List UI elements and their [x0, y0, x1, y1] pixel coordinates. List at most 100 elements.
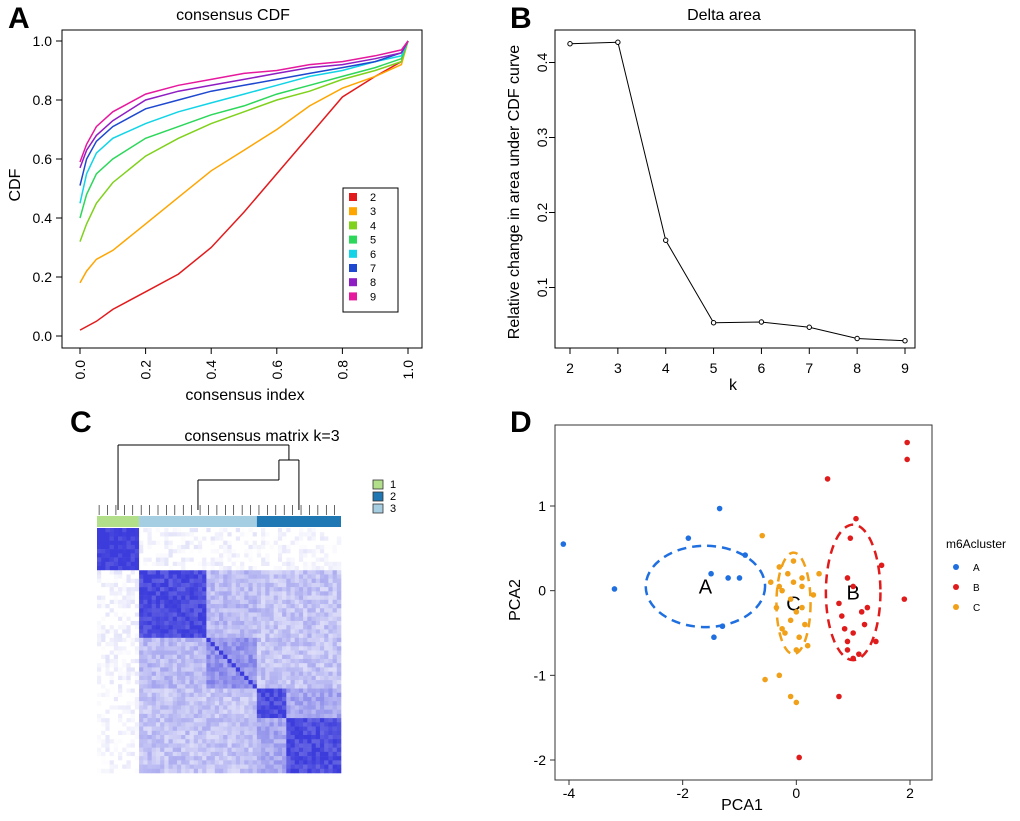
- chart-c-heatmap-cell: [130, 696, 136, 702]
- chart-c-heatmap-cell: [113, 566, 119, 571]
- chart-c-heatmap-cell: [206, 680, 211, 685]
- chart-c-heatmap-cell: [172, 544, 178, 550]
- panel-letter-d: D: [510, 406, 532, 439]
- chart-c-heatmap-cell: [206, 633, 211, 639]
- chart-c-heatmap-cell: [118, 557, 123, 563]
- chart-c-heatmap-cell: [286, 688, 291, 694]
- chart-c-heatmap-cell: [286, 680, 291, 685]
- chart-c-heatmap-cell: [151, 528, 157, 533]
- chart-c-heatmap-cell: [155, 540, 161, 546]
- chart-c-heatmap-cell: [261, 756, 266, 761]
- chart-c-heatmap-cell: [219, 701, 224, 706]
- chart-c-heatmap-cell: [252, 722, 258, 727]
- chart-c-heatmap-cell: [122, 751, 127, 757]
- chart-c-heatmap-cell: [248, 718, 253, 723]
- chart-c-heatmap-cell: [172, 595, 178, 601]
- chart-c-heatmap-cell: [219, 747, 224, 753]
- chart-c-heatmap-cell: [172, 760, 178, 765]
- chart-c-heatmap-cell: [126, 625, 131, 630]
- chart-c-heatmap-cell: [252, 688, 258, 694]
- chart-c-heatmap-cell: [151, 654, 157, 660]
- chart-c-heatmap-cell: [151, 612, 157, 617]
- chart-c-heatmap-cell: [210, 620, 216, 626]
- chart-c-heatmap-cell: [235, 709, 241, 715]
- chart-c-heatmap-cell: [105, 625, 110, 630]
- chart-c-heatmap-cell: [336, 751, 342, 757]
- chart-c-heatmap-cell: [113, 591, 119, 596]
- chart-c-heatmap-cell: [223, 578, 228, 584]
- chart-c-heatmap-cell: [311, 595, 317, 601]
- chart-c-heatmap-cell: [282, 743, 287, 748]
- chart-c-heatmap-cell: [109, 747, 115, 753]
- chart-c-heatmap-cell: [160, 620, 165, 626]
- chart-c-heatmap-cell: [298, 553, 304, 558]
- chart-c-heatmap-cell: [219, 595, 224, 601]
- chart-c-heatmap-cell: [130, 671, 136, 677]
- chart-c-heatmap-cell: [261, 604, 266, 609]
- chart-c-heatmap-cell: [97, 751, 102, 757]
- chart-c-heatmap-cell: [286, 663, 291, 668]
- chart-c-heatmap-cell: [277, 549, 283, 554]
- chart-c-heatmap-cell: [97, 587, 102, 592]
- chart-c-heatmap-cell: [235, 692, 241, 698]
- chart-c-heatmap-cell: [231, 747, 237, 753]
- chart-c-heatmap-cell: [273, 675, 279, 681]
- chart-c-heatmap-cell: [202, 616, 207, 622]
- chart-c-heatmap-cell: [160, 692, 165, 698]
- chart-c-heatmap-cell: [164, 642, 169, 647]
- chart-c-heatmap-cell: [311, 696, 317, 702]
- chart-c-heatmap-cell: [311, 549, 317, 554]
- chart-c-heatmap-cell: [235, 688, 241, 694]
- chart-c-heatmap-cell: [332, 620, 338, 626]
- chart-c-heatmap-cell: [265, 688, 270, 694]
- panel-c-consensus-matrix: consensus matrix k=3 123: [97, 428, 396, 774]
- chart-c-heatmap-cell: [315, 675, 321, 681]
- chart-c-heatmap-cell: [231, 751, 237, 757]
- chart-c-heatmap-cell: [332, 696, 338, 702]
- chart-c-heatmap-cell: [298, 570, 304, 575]
- chart-c-heatmap-cell: [307, 713, 312, 719]
- chart-d-point-C: [799, 604, 805, 611]
- chart-c-heatmap-cell: [113, 667, 119, 672]
- chart-a-legend-swatch: [349, 249, 357, 258]
- chart-c-heatmap-cell: [307, 599, 312, 605]
- chart-c-heatmap-cell: [176, 544, 182, 550]
- chart-c-heatmap-cell: [244, 751, 249, 757]
- chart-c-heatmap-cell: [332, 642, 338, 647]
- chart-c-heatmap-cell: [265, 718, 270, 723]
- chart-c-heatmap-cell: [277, 528, 283, 533]
- chart-c-heatmap-cell: [227, 730, 232, 736]
- chart-c-heatmap-cell: [290, 760, 296, 765]
- chart-c-heatmap-cell: [214, 726, 220, 732]
- chart-c-heatmap-cell: [282, 561, 287, 567]
- chart-c-heatmap-cell: [294, 566, 300, 571]
- chart-c-heatmap-cell: [189, 582, 195, 588]
- chart-c-heatmap-cell: [277, 722, 283, 727]
- chart-b-y-tick-label: 0.3: [534, 128, 550, 148]
- chart-c-heatmap-cell: [172, 616, 178, 622]
- chart-c-heatmap-cell: [244, 591, 249, 596]
- chart-c-heatmap-cell: [240, 734, 245, 740]
- chart-c-heatmap-cell: [185, 751, 190, 757]
- chart-c-heatmap-cell: [160, 684, 165, 689]
- chart-c-heatmap-cell: [324, 604, 329, 609]
- chart-c-heatmap-cell: [185, 629, 190, 634]
- chart-c-heatmap-cell: [336, 722, 342, 727]
- chart-c-heatmap-cell: [248, 582, 253, 588]
- chart-c-heatmap-cell: [223, 756, 228, 761]
- chart-c-heatmap-cell: [252, 743, 258, 748]
- chart-c-heatmap-cell: [307, 612, 312, 617]
- chart-c-heatmap-cell: [240, 667, 245, 672]
- chart-c-heatmap-cell: [319, 671, 325, 677]
- chart-c-heatmap-cell: [307, 658, 312, 664]
- chart-c-heatmap-cell: [235, 599, 241, 605]
- chart-c-heatmap-cell: [252, 726, 258, 732]
- chart-c-heatmap-cell: [176, 734, 182, 740]
- chart-c-heatmap-cell: [97, 675, 102, 681]
- chart-c-heatmap-cell: [97, 616, 102, 622]
- chart-c-heatmap-cell: [214, 582, 220, 588]
- chart-c-heatmap-cell: [176, 718, 182, 723]
- chart-c-heatmap-cell: [210, 549, 216, 554]
- chart-c-heatmap-cell: [235, 675, 241, 681]
- chart-c-heatmap-cell: [181, 582, 186, 588]
